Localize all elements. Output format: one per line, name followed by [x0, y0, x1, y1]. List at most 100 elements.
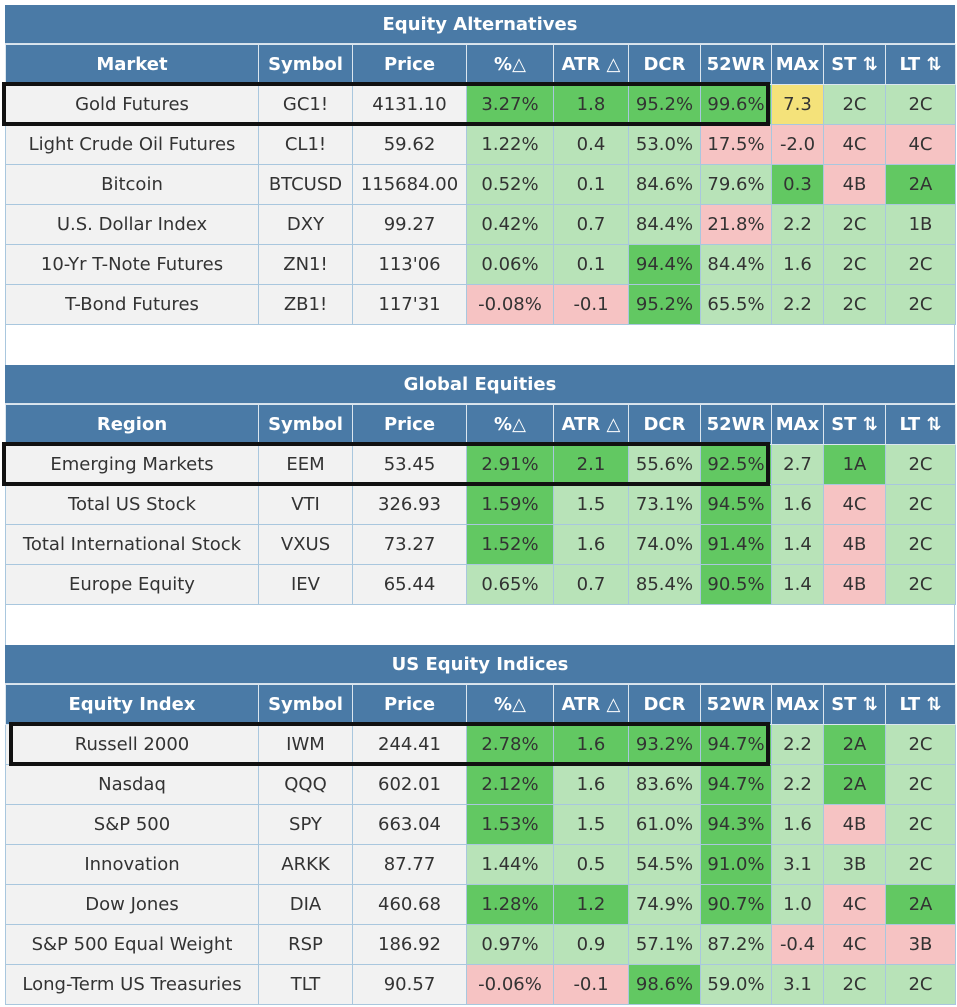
column-header-lt: LT ⇅: [885, 684, 956, 725]
section-title: Global Equities: [5, 365, 955, 404]
cell-pct-change: 2.78%: [466, 724, 554, 765]
column-header-pct-change: %△: [466, 684, 554, 725]
cell-lt: 2C: [885, 84, 956, 125]
cell-dcr: 73.1%: [628, 484, 701, 525]
cell-pct-change: 0.06%: [466, 244, 554, 285]
cell-st: 2A: [823, 764, 886, 805]
cell-52wr: 94.7%: [700, 764, 772, 805]
cell-atr-change: 1.6: [553, 724, 629, 765]
cell-lt: 2A: [885, 884, 956, 925]
cell-lt: 2C: [885, 284, 956, 325]
cell-52wr: 59.0%: [700, 964, 772, 1005]
cell-atr-change: 0.9: [553, 924, 629, 965]
cell-dcr: 74.9%: [628, 884, 701, 925]
cell-pct-change: 0.42%: [466, 204, 554, 245]
cell-atr-change: 1.5: [553, 804, 629, 845]
cell-pct-change: 2.12%: [466, 764, 554, 805]
cell-price: 460.68: [352, 884, 467, 925]
cell-price: 186.92: [352, 924, 467, 965]
cell-atr-change: 1.8: [553, 84, 629, 125]
cell-max: 1.4: [771, 564, 824, 605]
cell-lt: 2C: [885, 964, 956, 1005]
cell-pct-change: 0.97%: [466, 924, 554, 965]
cell-name: Emerging Markets: [5, 444, 259, 485]
section-equity-alternatives: Equity Alternatives Market Symbol Price %△ AT…: [2, 5, 956, 325]
column-header-52wr: 52WR: [700, 404, 772, 445]
cell-price: 663.04: [352, 804, 467, 845]
cell-st: 4C: [823, 884, 886, 925]
cell-lt: 2A: [885, 164, 956, 205]
section-spacer: [5, 325, 955, 365]
column-header-pct-change: %△: [466, 404, 554, 445]
section-us-equity-indices: US Equity Indices Equity Index Symbol Price…: [5, 645, 956, 1005]
column-header-atr-change: ATR △: [553, 684, 629, 725]
cell-52wr: 90.7%: [700, 884, 772, 925]
cell-name: 10-Yr T-Note Futures: [5, 244, 259, 285]
cell-price: 90.57: [352, 964, 467, 1005]
table-row: Emerging Markets EEM 53.45 2.91% 2.1 55.6% 92.…: [5, 444, 956, 485]
cell-dcr: 95.2%: [628, 84, 701, 125]
column-header-atr-change: ATR △: [553, 44, 629, 85]
cell-price: 117'31: [352, 284, 467, 325]
table-row: S&P 500 SPY 663.04 1.53% 1.5 61.0% 94.3% 1.6 4B 2…: [5, 804, 956, 845]
cell-pct-change: 1.44%: [466, 844, 554, 885]
cell-lt: 1B: [885, 204, 956, 245]
table-row: Total International Stock VXUS 73.27 1.52% 1…: [5, 524, 956, 565]
cell-name: Total US Stock: [5, 484, 259, 525]
column-header-price: Price: [352, 684, 467, 725]
cell-st: 3B: [823, 844, 886, 885]
cell-pct-change: 3.27%: [466, 84, 554, 125]
column-header-dcr: DCR: [628, 404, 701, 445]
cell-atr-change: 0.1: [553, 164, 629, 205]
cell-52wr: 91.4%: [700, 524, 772, 565]
cell-dcr: 74.0%: [628, 524, 701, 565]
cell-name: Russell 2000: [5, 724, 259, 765]
cell-max: 2.2: [771, 204, 824, 245]
cell-st: 2C: [823, 84, 886, 125]
header-row: Region Symbol Price %△ ATR △ DCR 52WR MAx ST ⇅ LT…: [5, 404, 956, 445]
cell-st: 2C: [823, 964, 886, 1005]
cell-atr-change: 0.7: [553, 204, 629, 245]
cell-symbol: EEM: [258, 444, 353, 485]
cell-name: Innovation: [5, 844, 259, 885]
cell-symbol: BTCUSD: [258, 164, 353, 205]
cell-52wr: 94.7%: [700, 724, 772, 765]
cell-pct-change: 1.22%: [466, 124, 554, 165]
cell-price: 113'06: [352, 244, 467, 285]
cell-name: Long-Term US Treasuries: [5, 964, 259, 1005]
cell-52wr: 21.8%: [700, 204, 772, 245]
data-table: Market Symbol Price %△ ATR △ DCR 52WR MAx ST ⇅ LT…: [5, 44, 956, 325]
cell-st: 4B: [823, 564, 886, 605]
cell-st: 4B: [823, 524, 886, 565]
cell-52wr: 65.5%: [700, 284, 772, 325]
cell-pct-change: 1.28%: [466, 884, 554, 925]
table-row: S&P 500 Equal Weight RSP 186.92 0.97% 0.9 57.…: [5, 924, 956, 965]
cell-lt: 2C: [885, 564, 956, 605]
cell-52wr: 17.5%: [700, 124, 772, 165]
cell-st: 2C: [823, 284, 886, 325]
column-header-dcr: DCR: [628, 684, 701, 725]
cell-lt: 2C: [885, 244, 956, 285]
cell-max: 0.3: [771, 164, 824, 205]
cell-name: T-Bond Futures: [5, 284, 259, 325]
cell-52wr: 94.3%: [700, 804, 772, 845]
table-row: Long-Term US Treasuries TLT 90.57 -0.06% -0.…: [5, 964, 956, 1005]
cell-price: 326.93: [352, 484, 467, 525]
cell-name: Dow Jones: [5, 884, 259, 925]
cell-name: Light Crude Oil Futures: [5, 124, 259, 165]
section-title: US Equity Indices: [5, 645, 955, 684]
cell-symbol: CL1!: [258, 124, 353, 165]
table-row: Light Crude Oil Futures CL1! 59.62 1.22% 0.4…: [5, 124, 956, 165]
cell-lt: 2C: [885, 764, 956, 805]
cell-st: 4C: [823, 924, 886, 965]
cell-pct-change: -0.08%: [466, 284, 554, 325]
cell-name: Europe Equity: [5, 564, 259, 605]
data-table: Region Symbol Price %△ ATR △ DCR 52WR MAx ST ⇅ LT…: [5, 404, 956, 605]
table-row: Bitcoin BTCUSD 115684.00 0.52% 0.1 84.6% 79.6%…: [5, 164, 956, 205]
cell-price: 87.77: [352, 844, 467, 885]
cell-lt: 2C: [885, 804, 956, 845]
cell-st: 2C: [823, 244, 886, 285]
cell-name: S&P 500 Equal Weight: [5, 924, 259, 965]
cell-52wr: 90.5%: [700, 564, 772, 605]
section-spacer: [5, 605, 955, 645]
